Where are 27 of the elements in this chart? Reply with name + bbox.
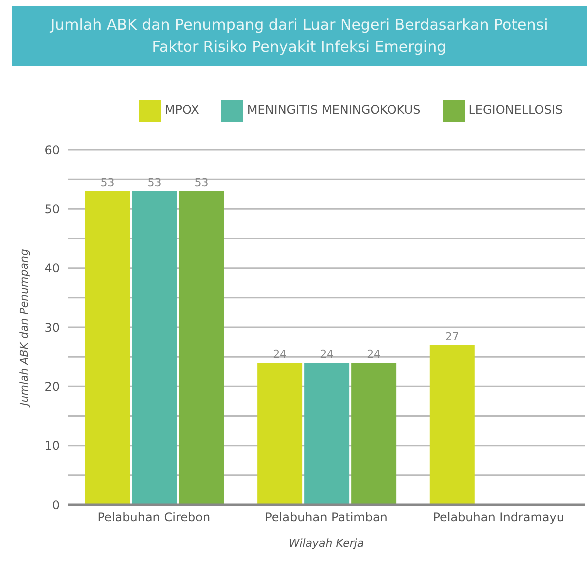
x-tick-label: Pelabuhan Patimban [265, 510, 388, 525]
bar [85, 191, 130, 505]
x-axis-title: Wilayah Kerja [288, 537, 364, 550]
data-label: 53 [194, 176, 209, 190]
y-tick-label: 10 [44, 439, 60, 454]
y-tick-label: 40 [44, 262, 60, 276]
data-label: 53 [100, 176, 115, 190]
x-tick-label: Pelabuhan Indramayu [433, 510, 564, 525]
legend-label: MPOX [164, 103, 200, 118]
legend-label: MENINGITIS MENINGOKOKUS [247, 103, 421, 118]
bar [179, 191, 224, 505]
bar [430, 345, 475, 505]
chart-title: Jumlah ABK dan Penumpang dari Luar Negeri Berdasarkan Potensi Faktor Risiko Penyakit Infeksi Emerging [12, 6, 587, 66]
y-tick-label: 20 [44, 380, 60, 394]
y-axis-title: Jumlah ABK dan Penumpang [18, 249, 31, 408]
y-tick-label: 30 [44, 320, 60, 335]
y-tick-label: 60 [44, 143, 60, 158]
bar [352, 363, 397, 505]
x-tick-label: Pelabuhan Cirebon [98, 510, 211, 525]
bar [304, 363, 350, 505]
bar [132, 191, 178, 505]
legend-label: LEGIONELLOSIS [468, 103, 563, 118]
data-label: 53 [148, 176, 162, 190]
y-tick-label: 50 [44, 202, 60, 216]
bar [258, 363, 303, 505]
data-label: 27 [445, 330, 460, 344]
y-tick-label: 0 [52, 498, 60, 512]
